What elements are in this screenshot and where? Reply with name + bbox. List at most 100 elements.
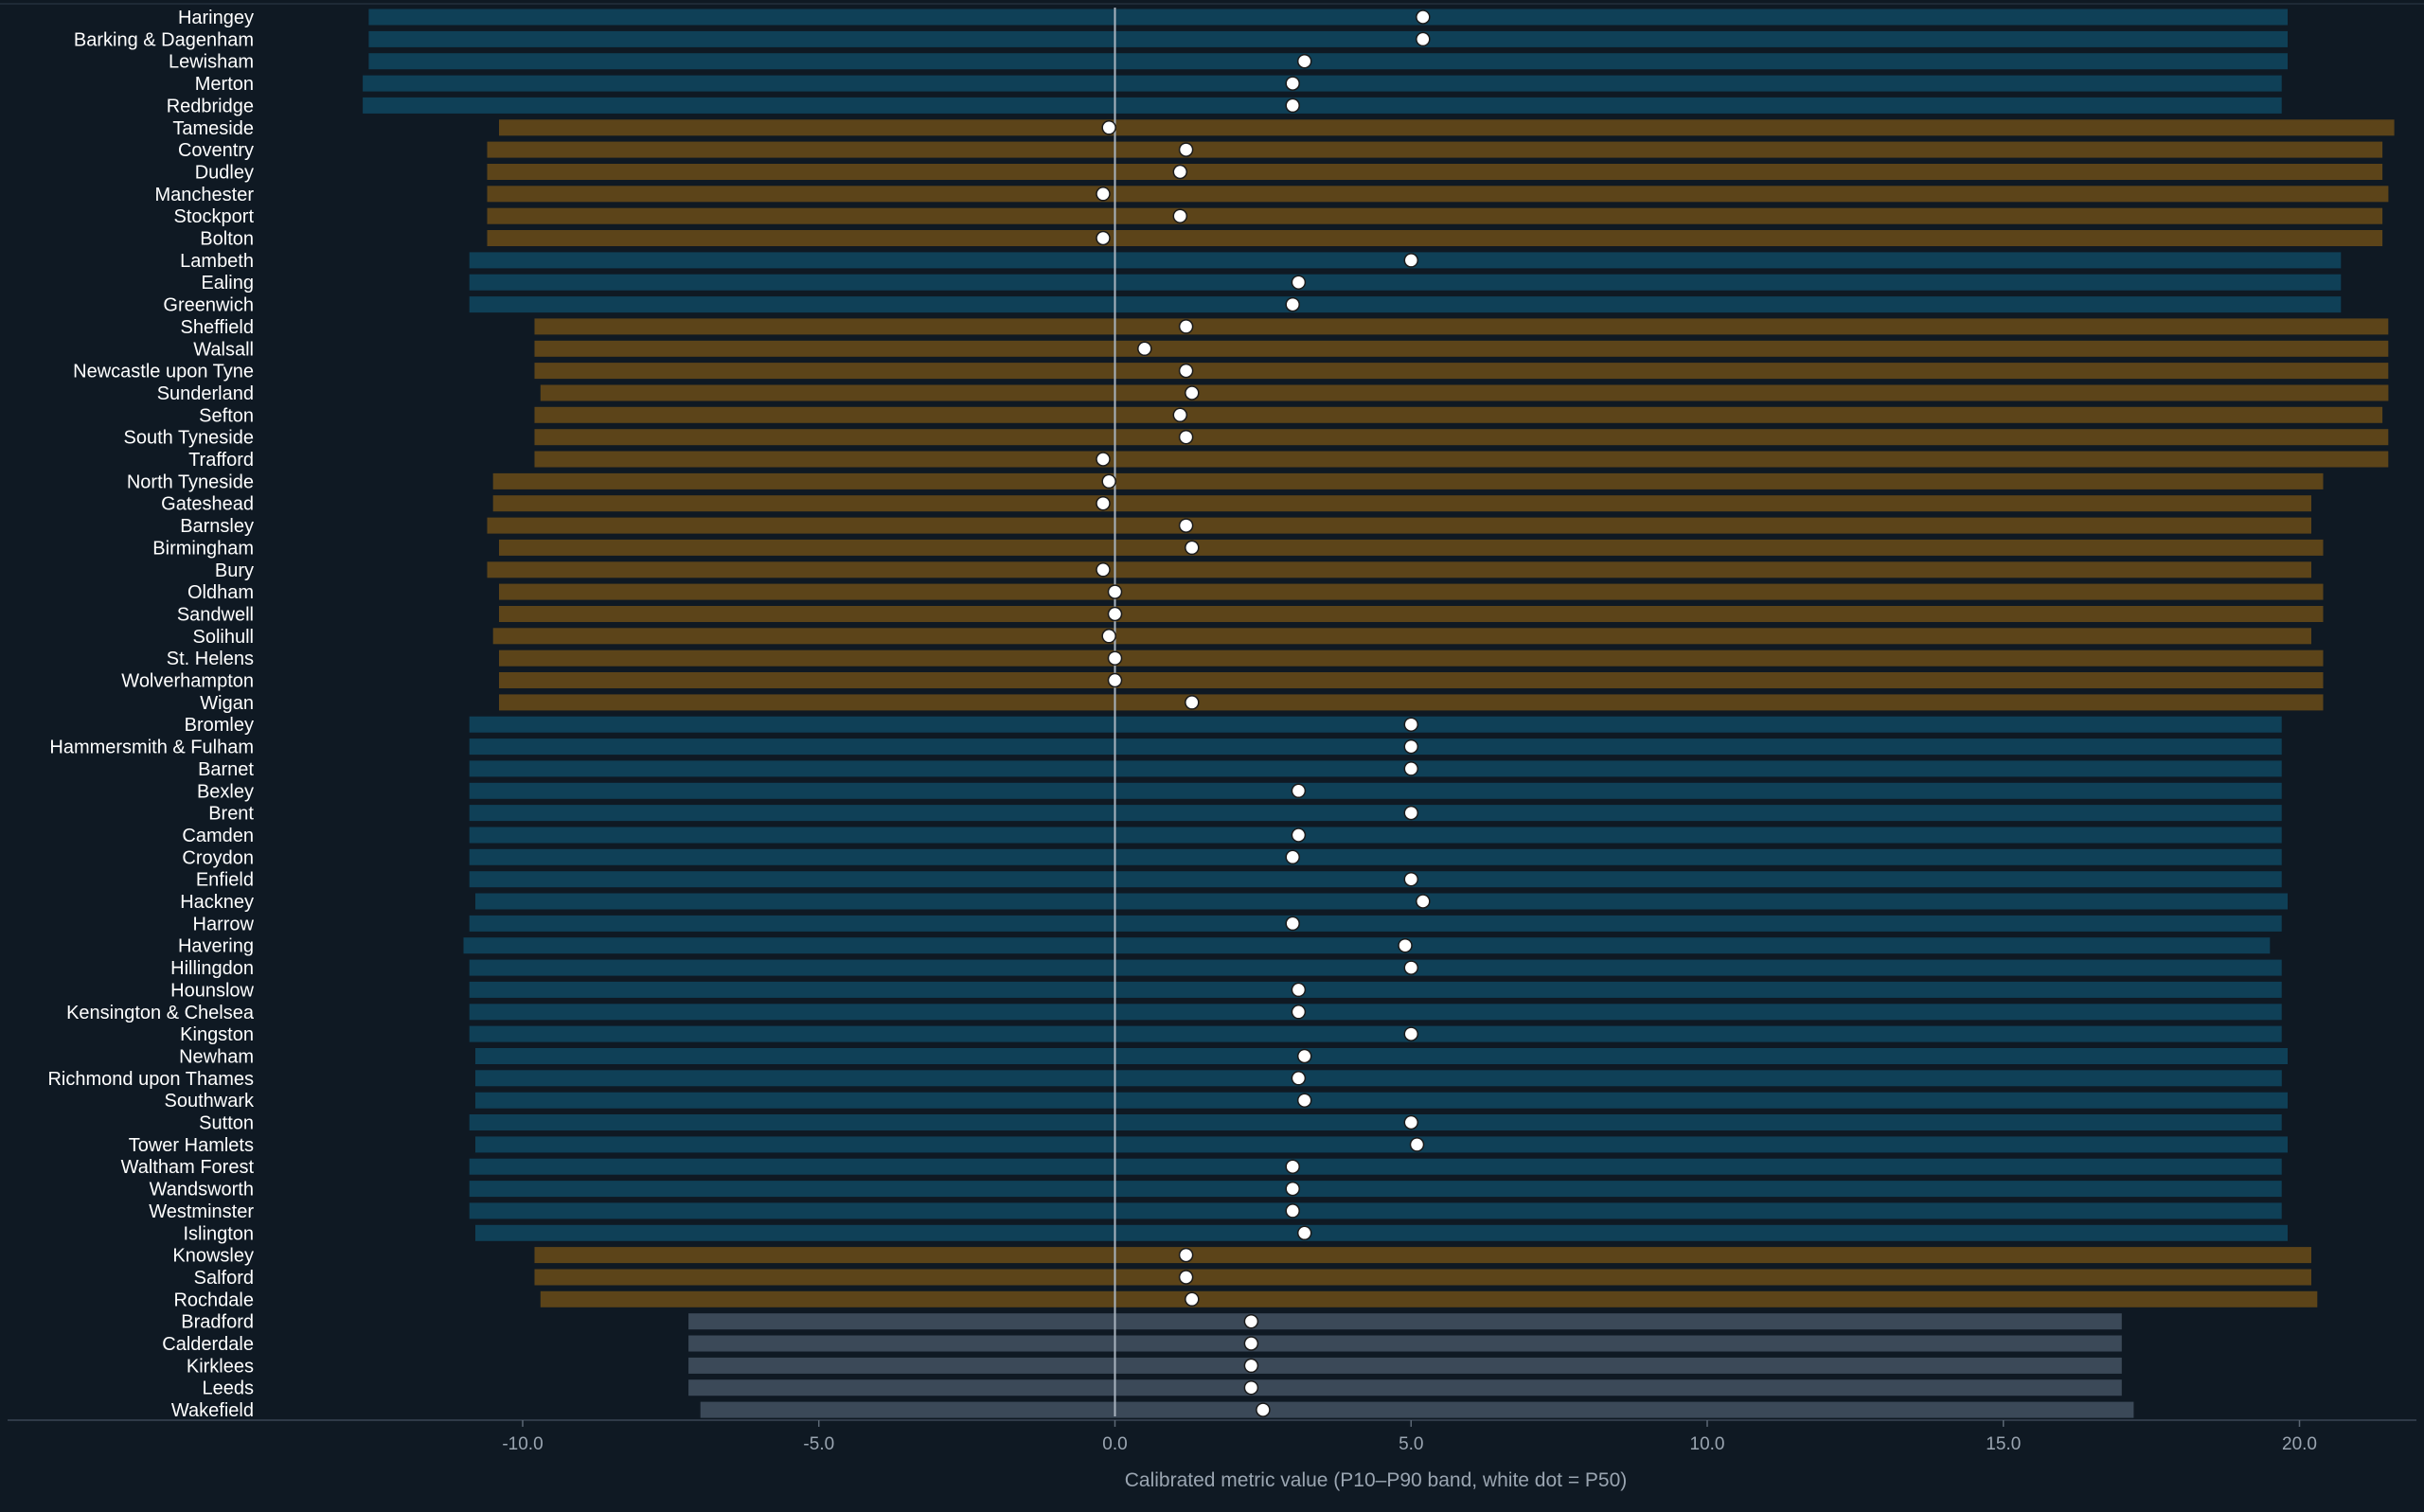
row-label: Lambeth	[180, 251, 254, 272]
band-bar	[492, 472, 2324, 489]
median-dot	[1403, 1026, 1419, 1041]
median-dot	[1185, 385, 1200, 400]
row-label: Westminster	[149, 1201, 254, 1222]
median-dot	[1409, 1137, 1425, 1152]
row-label: Tower Hamlets	[129, 1135, 254, 1156]
band-bar	[534, 1269, 2311, 1286]
x-tick-label: -10.0	[502, 1434, 543, 1454]
x-tick-label: 10.0	[1690, 1434, 1725, 1454]
band-bar	[534, 406, 2383, 423]
band-bar	[469, 981, 2282, 998]
median-dot	[1285, 1203, 1300, 1218]
band-bar	[688, 1379, 2122, 1396]
band-bar	[469, 915, 2282, 932]
x-tick-label: -5.0	[803, 1434, 834, 1454]
band-bar	[469, 805, 2282, 822]
x-tick-label: 0.0	[1102, 1434, 1127, 1454]
band-bar	[688, 1335, 2122, 1352]
row-label: Barnsley	[180, 516, 254, 537]
row-label: Camden	[182, 826, 254, 846]
row-label: Merton	[195, 74, 254, 95]
median-dot	[1172, 407, 1188, 423]
band-layer	[363, 9, 2395, 1418]
band-bar	[534, 340, 2389, 357]
median-dot	[1178, 319, 1194, 334]
band-bar	[688, 1313, 2122, 1330]
row-label: Bromley	[185, 715, 254, 736]
median-dot	[1403, 738, 1419, 755]
row-label: Southwark	[165, 1091, 255, 1112]
row-label: Hammersmith & Fulham	[49, 738, 254, 758]
band-bar	[475, 1048, 2288, 1064]
band-bar	[469, 871, 2282, 888]
band-bar	[534, 451, 2389, 468]
band-bar	[469, 1181, 2282, 1198]
median-dot	[1285, 916, 1300, 932]
median-dot	[1243, 1358, 1259, 1374]
row-label: Lewisham	[169, 52, 254, 73]
band-bar	[534, 429, 2389, 446]
median-dot	[1296, 1093, 1312, 1108]
band-bar	[469, 1202, 2282, 1219]
band-bar	[487, 230, 2383, 246]
median-dot	[1107, 672, 1123, 688]
median-dot	[1178, 1247, 1194, 1263]
band-bar	[363, 97, 2282, 114]
band-bar	[499, 119, 2395, 136]
row-label: Islington	[184, 1223, 255, 1244]
row-label: Kingston	[180, 1024, 254, 1045]
band-bar	[492, 628, 2312, 645]
band-bar	[499, 694, 2324, 711]
x-axis: -10.0 -5.0 0.0 5.0 10.0 15.0 20.0	[0, 3, 2424, 1454]
band-bar	[368, 53, 2288, 70]
median-dot	[1178, 363, 1194, 379]
median-dot	[1416, 9, 1431, 25]
row-label: Haringey	[178, 8, 254, 28]
band-bar	[499, 649, 2324, 667]
band-bar	[368, 30, 2288, 47]
row-label: Calderdale	[162, 1334, 254, 1355]
row-label: Bexley	[197, 781, 254, 802]
band-bar	[469, 274, 2342, 291]
row-label: Kensington & Chelsea	[66, 1003, 255, 1023]
band-bar	[492, 495, 2312, 512]
row-label: Wandsworth	[150, 1180, 254, 1201]
band-bar	[469, 1114, 2282, 1130]
band-bar	[475, 1092, 2288, 1109]
band-bar	[475, 893, 2288, 910]
row-label: North Tyneside	[127, 471, 254, 492]
median-dot	[1096, 187, 1111, 202]
band-bar	[469, 848, 2282, 865]
row-label: Harrow	[193, 914, 255, 934]
row-label: Newcastle upon Tyne	[73, 362, 254, 382]
row-label: Solihull	[193, 627, 254, 648]
band-bar	[469, 738, 2282, 756]
row-label: St. Helens	[167, 649, 254, 669]
row-label: Oldham	[187, 582, 254, 603]
band-bar	[499, 672, 2324, 688]
row-label: Barnet	[198, 759, 254, 780]
row-label: Coventry	[178, 140, 254, 161]
row-label: Bolton	[200, 229, 254, 250]
median-dot	[1185, 1291, 1200, 1307]
band-bar	[534, 363, 2389, 380]
row-label: Sutton	[199, 1113, 254, 1134]
band-bar	[534, 318, 2389, 335]
band-bar	[469, 959, 2282, 976]
row-label: Stockport	[174, 206, 255, 227]
row-label: Croydon	[182, 847, 254, 868]
band-bar	[363, 75, 2282, 92]
median-dot	[1285, 76, 1300, 91]
row-label: Sheffield	[181, 317, 254, 338]
row-label: Enfield	[196, 870, 254, 891]
row-label: Sunderland	[157, 383, 254, 404]
median-dot	[1243, 1313, 1259, 1329]
median-dot	[1403, 960, 1419, 975]
x-tick-label: 20.0	[2282, 1434, 2317, 1454]
median-dot	[1172, 164, 1188, 180]
median-dot	[1101, 120, 1116, 135]
median-dot	[1291, 275, 1307, 290]
row-label: Gateshead	[161, 494, 254, 515]
